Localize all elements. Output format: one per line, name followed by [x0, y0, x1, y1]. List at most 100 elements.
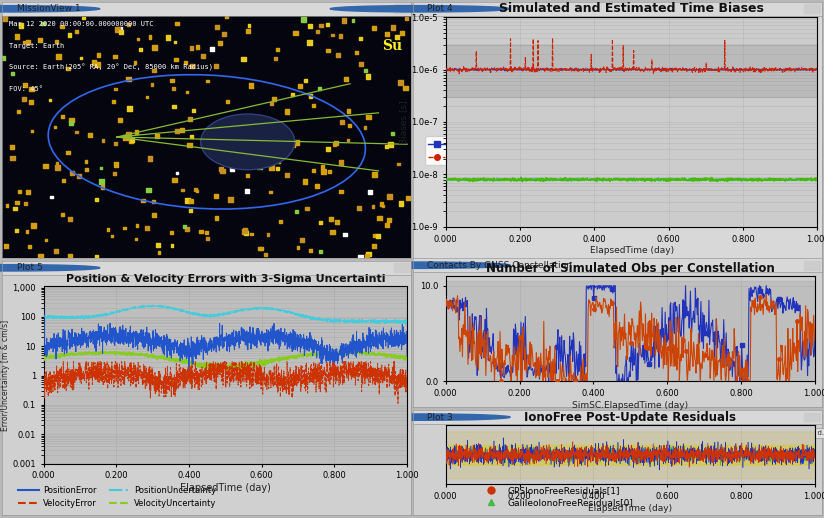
Point: [64, 119, 77, 127]
Point: [310, 182, 323, 190]
Point: [6, 154, 19, 162]
Point: [96, 183, 110, 191]
Point: [401, 194, 414, 202]
X-axis label: ElapsedTime (day): ElapsedTime (day): [180, 483, 271, 493]
Point: [143, 154, 157, 163]
Point: [108, 169, 121, 178]
Bar: [804, 5, 810, 13]
Point: [171, 127, 184, 135]
Point: [70, 128, 83, 136]
PositionUncertainty: [391, 320, 401, 326]
Circle shape: [330, 262, 510, 268]
Point: [152, 249, 166, 257]
X-axis label: SimSC.ElapsedTime (day): SimSC.ElapsedTime (day): [573, 401, 688, 410]
Point: [133, 45, 147, 53]
Point: [77, 14, 90, 22]
Point: [293, 81, 307, 90]
VelocityError: [39, 379, 49, 385]
Point: [176, 186, 190, 194]
Point: [83, 131, 96, 139]
Point: [61, 64, 74, 73]
Bar: [809, 5, 815, 13]
Point: [91, 61, 104, 69]
Point: [381, 221, 394, 229]
Point: [384, 140, 397, 149]
Point: [170, 55, 183, 64]
Point: [268, 95, 281, 103]
Text: MissionView 1: MissionView 1: [16, 4, 81, 13]
Point: [101, 225, 115, 234]
Point: [180, 225, 194, 234]
Point: [343, 122, 356, 130]
Point: [350, 49, 363, 57]
Point: [70, 27, 83, 36]
Bar: [405, 5, 410, 13]
Point: [17, 38, 30, 46]
Point: [118, 224, 131, 232]
Point: [303, 22, 316, 30]
Text: FOV: 45°: FOV: 45°: [8, 86, 43, 92]
Y-axis label: Biases [s]: Biases [s]: [400, 100, 409, 144]
Point: [196, 52, 209, 60]
Point: [241, 187, 254, 195]
Point: [50, 37, 63, 46]
Point: [125, 136, 138, 144]
Point: [396, 28, 409, 37]
Point: [391, 160, 405, 168]
Point: [80, 165, 93, 174]
Point: [23, 242, 36, 251]
VelocityError: [216, 360, 226, 366]
Point: [114, 116, 127, 124]
Bar: [815, 5, 821, 13]
Bar: [399, 5, 405, 13]
Point: [122, 75, 135, 83]
Point: [210, 214, 223, 222]
Point: [165, 229, 178, 237]
Point: [122, 21, 135, 29]
VelocityUncertainty: [391, 355, 401, 361]
PositionError: [402, 353, 412, 359]
Point: [19, 81, 32, 89]
Point: [238, 227, 251, 236]
Point: [171, 19, 184, 27]
Point: [49, 247, 63, 255]
Point: [10, 227, 23, 235]
PositionError: [330, 367, 339, 373]
Bar: [809, 413, 815, 422]
VelocityError: [58, 379, 68, 385]
Point: [341, 136, 354, 144]
Point: [65, 116, 78, 124]
Point: [0, 15, 12, 23]
Point: [363, 188, 377, 196]
Point: [372, 232, 385, 240]
Point: [239, 229, 252, 238]
Point: [276, 136, 289, 144]
Point: [130, 221, 143, 229]
Legend: GPSCount, GalileoCount: GPSCount, GalileoCount: [478, 351, 636, 366]
Point: [39, 162, 52, 170]
VelocityUncertainty: [58, 353, 68, 359]
Point: [210, 23, 223, 31]
Point: [124, 136, 138, 145]
Point: [65, 169, 78, 177]
VelocityUncertainty: [325, 350, 335, 356]
PositionUncertainty: [206, 313, 216, 319]
Point: [114, 24, 127, 33]
Point: [190, 187, 204, 195]
Point: [24, 98, 37, 106]
Text: Displayed d...: Displayed d...: [780, 430, 824, 436]
Point: [151, 132, 164, 140]
Point: [109, 140, 122, 148]
Point: [130, 127, 143, 136]
Point: [168, 176, 181, 184]
Point: [110, 160, 123, 168]
Point: [109, 52, 122, 61]
Point: [162, 34, 175, 42]
Circle shape: [330, 414, 510, 420]
Point: [183, 115, 196, 123]
Point: [147, 197, 160, 206]
Text: Plot 4: Plot 4: [427, 4, 452, 13]
Point: [0, 242, 12, 250]
Point: [109, 85, 122, 93]
PositionError: [58, 349, 68, 355]
